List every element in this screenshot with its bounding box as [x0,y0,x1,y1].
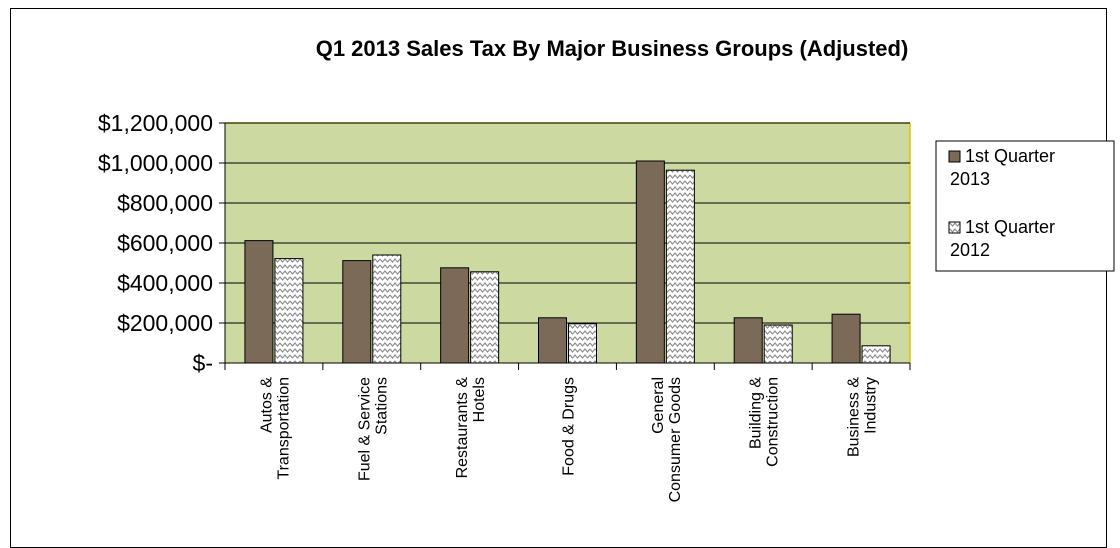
legend-swatch-series-2 [948,221,961,234]
chart-title: Q1 2013 Sales Tax By Major Business Grou… [316,36,909,61]
bar-series-1 [244,240,274,364]
y-tick-label: $600,000 [117,230,213,256]
bar-chart: Q1 2013 Sales Tax By Major Business Grou… [98,36,1115,502]
legend-label-series-1: 1st Quarter 2013 [950,146,1055,189]
legend-swatch-series-1 [948,150,961,163]
y-tick-label: $200,000 [117,310,213,336]
y-tick-label: $400,000 [117,270,213,296]
bar-series-2 [763,324,793,364]
x-category-label: Restaurants &Hotels [454,377,488,479]
y-tick-label: $1,200,000 [98,110,213,136]
bar-series-1 [831,313,861,364]
x-category-label: GeneralConsumer Goods [650,377,684,502]
bar-series-1 [440,267,470,364]
x-category-label: Building &Construction [748,377,782,467]
y-tick-label: $- [193,350,213,376]
bar-series-2 [372,254,402,364]
bar-series-2 [470,271,500,364]
x-category-label: Fuel & ServiceStations [356,377,390,481]
bar-series-1 [342,260,372,364]
bar-series-1 [538,317,567,364]
bar-series-2 [568,323,597,364]
y-tick-label: $800,000 [117,190,213,216]
x-category-label: Autos &Transportation [258,377,292,480]
bar-series-1 [635,160,665,364]
x-category-label: Food & Drugs [561,377,578,476]
x-category-label: Business &Industry [846,377,880,457]
bar-series-2 [665,169,695,364]
bar-series-2 [861,345,891,364]
bar-series-2 [274,258,304,364]
legend-label-series-2: 1st Quarter 2012 [950,217,1055,260]
legend-box [935,140,1115,272]
y-tick-label: $1,000,000 [98,150,213,176]
bar-series-1 [733,317,763,364]
